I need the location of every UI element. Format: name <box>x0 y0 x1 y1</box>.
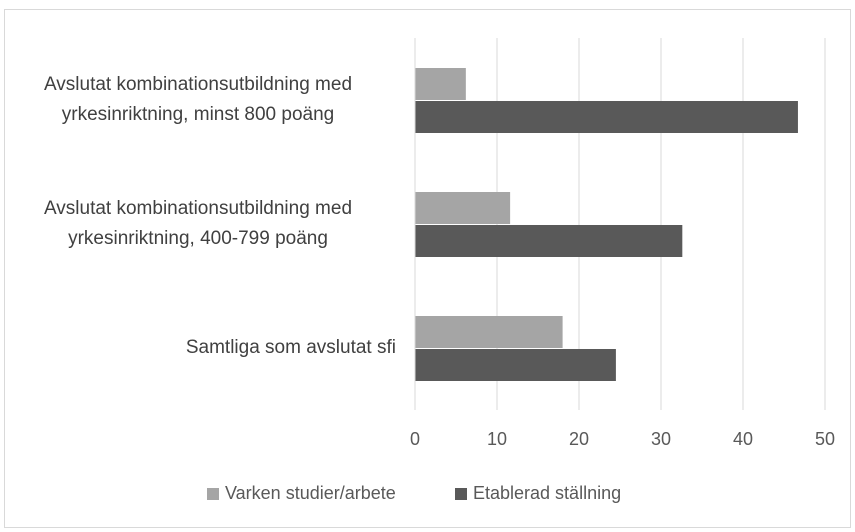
legend-label: Etablerad ställning <box>473 483 621 503</box>
bar <box>415 101 798 133</box>
x-tick-label: 50 <box>815 429 835 449</box>
bar <box>415 225 683 257</box>
legend-label: Varken studier/arbete <box>225 483 396 503</box>
x-tick-label: 30 <box>651 429 671 449</box>
category-label-box: Avslutat kombinationsutbildning med yrke… <box>0 194 396 254</box>
bar <box>415 68 466 100</box>
bar <box>415 316 563 348</box>
x-tick-label: 40 <box>733 429 753 449</box>
category-label-box: Avslutat kombinationsutbildning med yrke… <box>0 70 396 130</box>
legend-swatch <box>455 488 467 500</box>
y-tick-label: Avslutat kombinationsutbildning med yrke… <box>43 74 353 125</box>
category-label-box: Samtliga som avslutat sfi <box>0 333 396 363</box>
bar <box>415 192 511 224</box>
x-tick-label: 0 <box>410 429 420 449</box>
y-tick-label: Samtliga som avslutat sfi <box>185 337 396 358</box>
y-tick-label: Avslutat kombinationsutbildning med yrke… <box>43 198 353 249</box>
bar <box>415 349 616 381</box>
x-tick-label: 10 <box>487 429 507 449</box>
x-tick-label: 20 <box>569 429 589 449</box>
legend-swatch <box>207 488 219 500</box>
